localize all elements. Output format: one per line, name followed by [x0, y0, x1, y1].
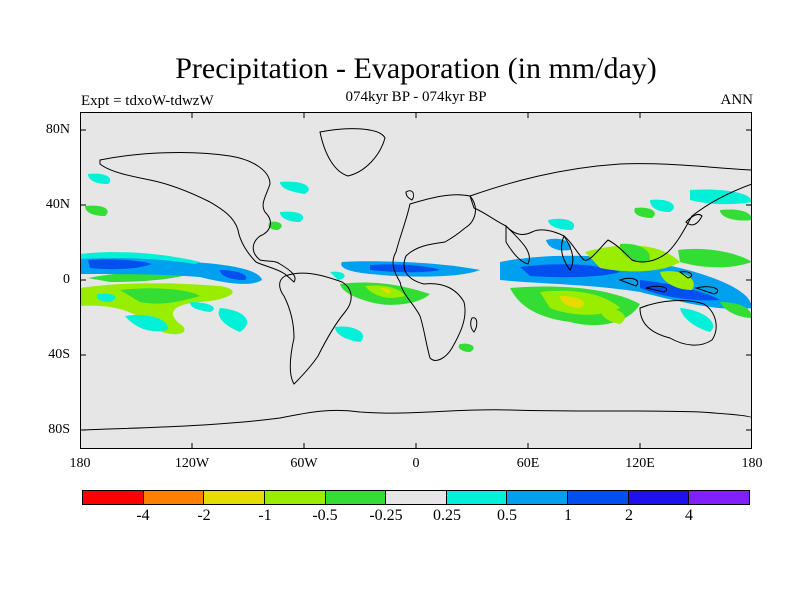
- coastlines: [80, 128, 752, 449]
- colorbar: [82, 490, 750, 505]
- lon-label-120e: 120E: [625, 456, 655, 471]
- season-label: ANN: [720, 92, 754, 108]
- colorbar-box: [507, 491, 569, 504]
- colorbar-box: [568, 491, 629, 504]
- lon-label-180w: 180: [69, 456, 91, 471]
- lat-label-80s: 80S: [48, 422, 70, 437]
- lat-label-80n: 80N: [45, 122, 70, 137]
- colorbar-box: [386, 491, 447, 504]
- colorbar-label: 1: [564, 507, 572, 524]
- lat-label-0: 0: [63, 272, 70, 287]
- colorbar-box: [204, 491, 265, 504]
- colorbar-label: -2: [197, 507, 211, 524]
- lat-label-40n: 40N: [45, 197, 70, 212]
- colorbar-label: 0.25: [433, 507, 461, 524]
- colorbar-label: 4: [685, 507, 693, 524]
- lon-label-0: 0: [412, 456, 420, 471]
- colorbar-box: [446, 491, 508, 504]
- world-map: [80, 112, 752, 449]
- colorbar-box: [143, 491, 205, 504]
- colorbar-label: -0.5: [312, 507, 338, 524]
- colorbar-box: [83, 491, 144, 504]
- colorbar-label: -0.25: [369, 507, 403, 524]
- colorbar-box: [689, 491, 750, 504]
- lon-label-60w: 60W: [290, 456, 318, 471]
- colorbar-box: [628, 491, 690, 504]
- lon-label-120w: 120W: [174, 456, 210, 471]
- colorbar-label: 2: [625, 507, 633, 524]
- lat-label-40s: 40S: [48, 347, 70, 362]
- map-title: Precipitation - Evaporation (in mm/day): [175, 52, 657, 85]
- colorbar-label: 0.5: [497, 507, 517, 524]
- colorbar-box: [325, 491, 387, 504]
- map-subtitle: 074kyr BP - 074kyr BP: [345, 89, 487, 105]
- experiment-label: Expt = tdxoW-tdwzW: [81, 93, 214, 109]
- colorbar-label: -4: [136, 507, 150, 524]
- colorbar-label: -1: [258, 507, 272, 524]
- colorbar-box: [264, 491, 326, 504]
- lon-label-60e: 60E: [516, 456, 540, 471]
- lon-label-180e: 180: [741, 456, 763, 471]
